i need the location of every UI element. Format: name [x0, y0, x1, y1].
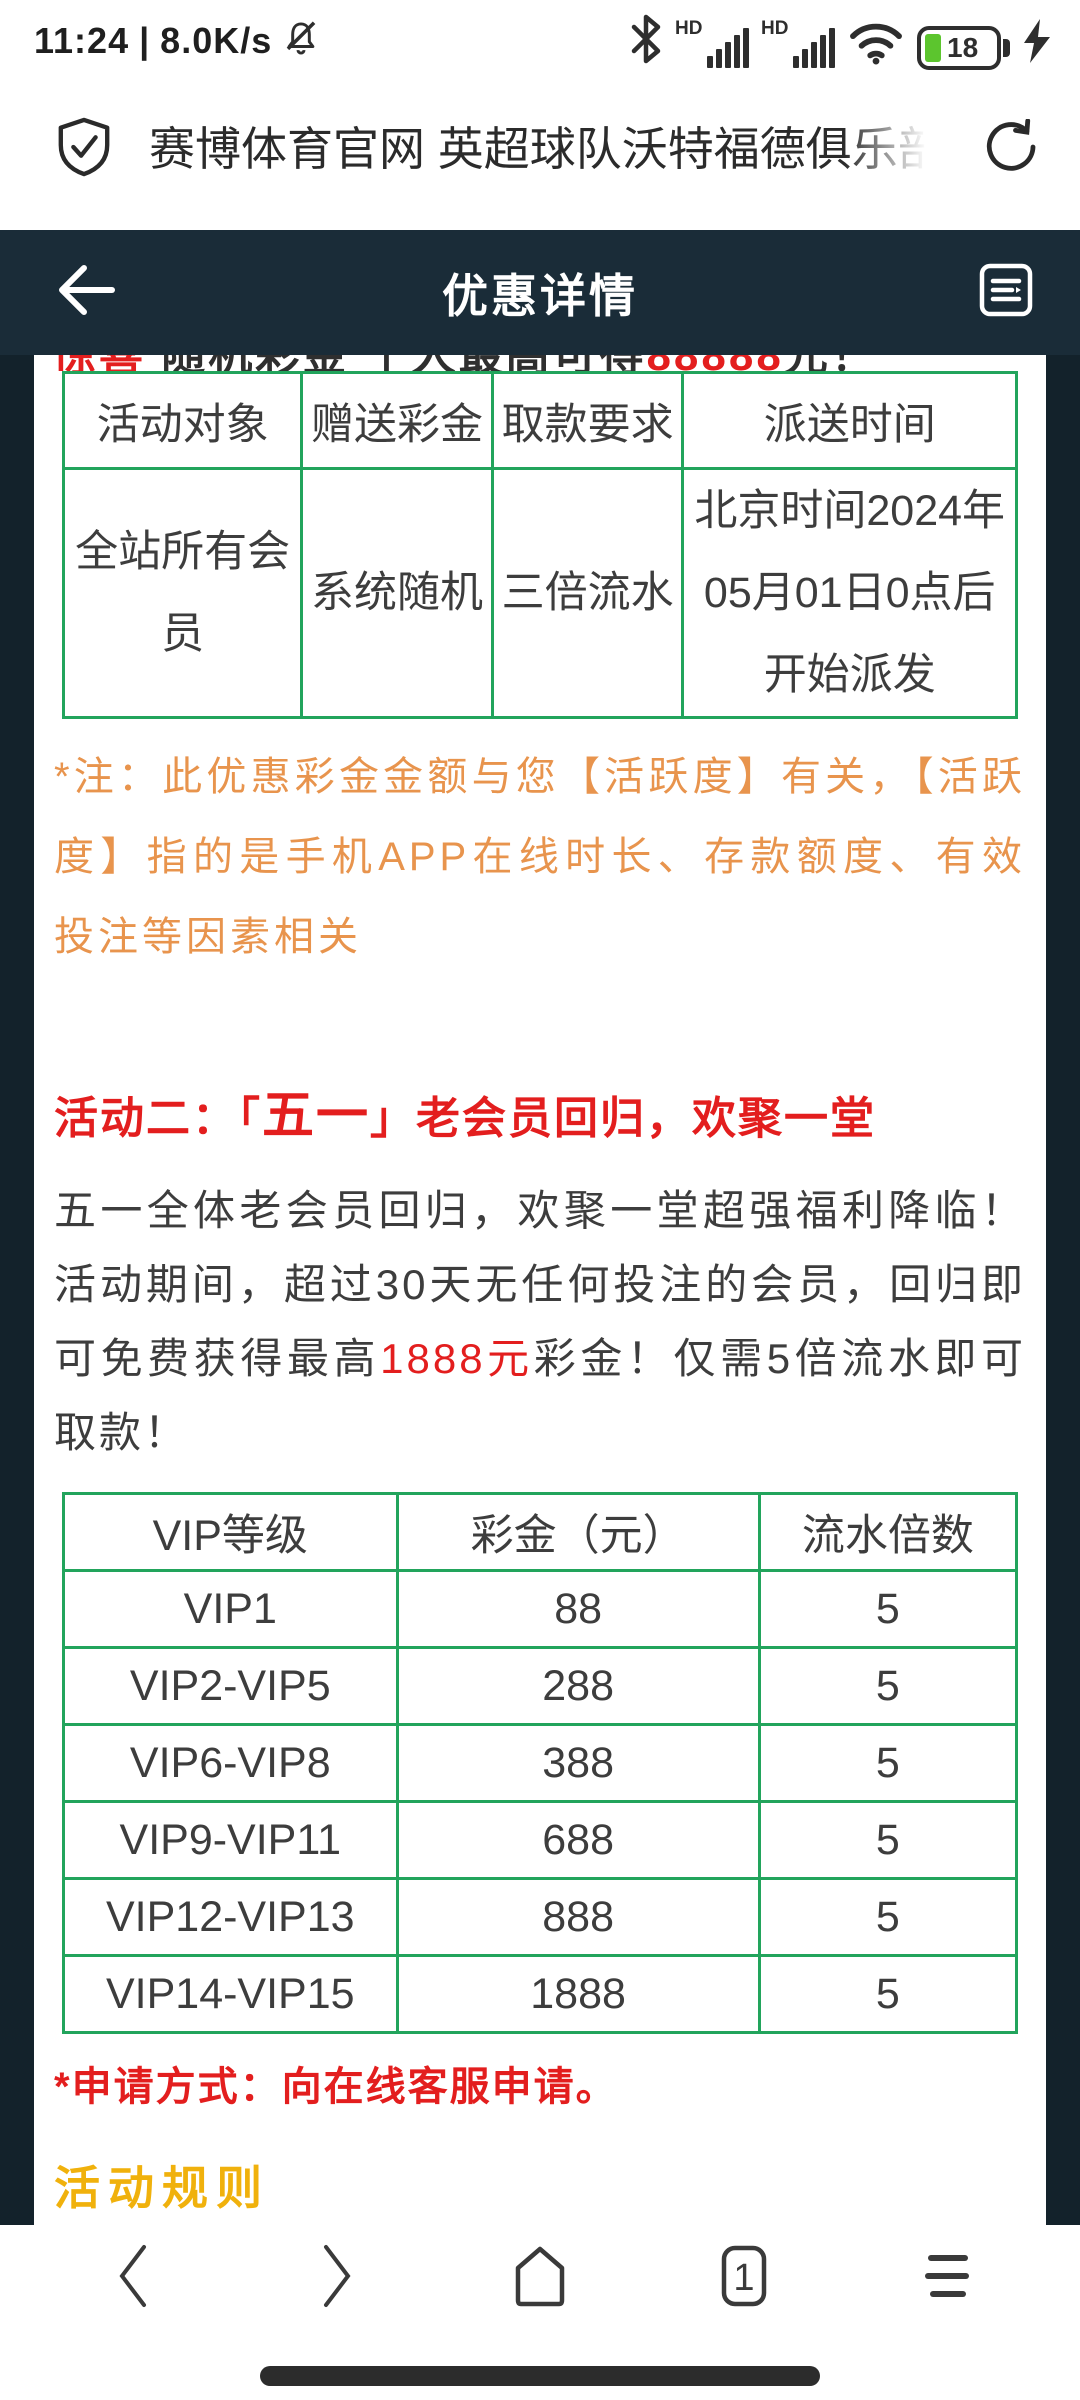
table-cell: 88 [395, 1569, 761, 1649]
site-security-shield-icon[interactable] [55, 116, 113, 183]
table-cell: VIP14-VIP15 [62, 1954, 399, 2034]
table-cell: 5 [757, 1646, 1019, 1726]
table-cell: 三倍流水 [490, 467, 685, 719]
table-cell: VIP9-VIP11 [62, 1800, 399, 1880]
table-row: 全站所有会员 系统随机 三倍流水 北京时间2024年05月01日0点后开始派发 [61, 467, 1018, 719]
battery-percent: 18 [947, 31, 979, 63]
table-header-cell: 取款要求 [490, 371, 685, 470]
status-bar: 11:24 | 8.0K/s HD [0, 0, 1080, 70]
activity2-heading: 活动二：「五一」老会员回归，欢聚一堂 [54, 1087, 877, 1145]
wifi-icon [847, 15, 905, 70]
clipped-promo-line: 惊喜 随机彩金 个人最高可得88888元！ [52, 355, 1028, 371]
table-cell: 北京时间2024年05月01日0点后开始派发 [681, 467, 1018, 719]
table-cell: 1888 [395, 1954, 761, 2034]
page-title: 赛博体育官网 英超球队沃特福德俱乐部官网 [149, 123, 954, 175]
refresh-button[interactable] [984, 117, 1040, 180]
table-header-cell: 赠送彩金 [300, 371, 494, 470]
table-cell: 888 [395, 1877, 761, 1957]
table-header-cell: VIP等级 [62, 1492, 399, 1572]
table-header-cell: 活动对象 [61, 371, 304, 470]
table-cell: VIP2-VIP5 [62, 1646, 399, 1726]
gesture-handle[interactable] [260, 2366, 820, 2386]
table-header-cell: 流水倍数 [757, 1492, 1019, 1572]
table-cell: 5 [757, 1723, 1019, 1803]
table-row: VIP6-VIP8 388 5 [62, 1723, 1019, 1803]
promo-page: 惊喜 随机彩金 个人最高可得88888元！ 活动对象 赠送彩金 取款要求 派送时… [34, 355, 1046, 2225]
battery-fill [925, 33, 941, 62]
table-row: VIP1 88 5 [62, 1569, 1019, 1649]
bluetooth-icon [629, 13, 663, 70]
app-header: 优惠详情 [0, 230, 1080, 355]
table-cell: 388 [395, 1723, 761, 1803]
activity2-paragraph: 五一全体老会员回归，欢聚一堂超强福利降临！活动期间，超过30天无任何投注的会员，… [54, 1187, 1026, 1456]
table-cell: 5 [757, 1877, 1019, 1957]
rules-heading: 活动规则 [54, 2162, 270, 2214]
table-row: VIP9-VIP11 688 5 [62, 1800, 1019, 1880]
charging-icon [1022, 17, 1052, 70]
clock: 11:24 [34, 20, 130, 61]
table-cell: VIP6-VIP8 [62, 1723, 399, 1803]
browser-bottom-toolbar: 1 [0, 2225, 1080, 2400]
table-cell: 系统随机 [300, 467, 494, 719]
network-speed: 8.0K/s [160, 20, 273, 61]
table-row: VIP2-VIP5 288 5 [62, 1646, 1019, 1726]
table-cell: 全站所有会员 [61, 467, 304, 719]
table-row: VIP14-VIP15 1888 5 [62, 1954, 1019, 2034]
activity1-table: 活动对象 赠送彩金 取款要求 派送时间 全站所有会员 系统随机 三倍流水 北京时… [61, 371, 1018, 719]
apply-method-line: *申请方式：向在线客服申请。 [54, 2065, 618, 2109]
table-header-cell: 彩金（元） [395, 1492, 761, 1572]
table-cell: 5 [757, 1800, 1019, 1880]
activity1-note: *注：此优惠彩金金额与您【活跃度】有关，【活跃度】指的是手机APP在线时长、存款… [54, 755, 1026, 959]
status-separator: | [139, 20, 151, 61]
signal-icon-sim1: HD [675, 18, 749, 70]
tabs-button[interactable]: 1 [711, 2243, 777, 2309]
header-detail-menu-button[interactable] [974, 258, 1038, 327]
back-button[interactable] [50, 257, 124, 328]
browser-address-bar[interactable]: 赛博体育官网 英超球队沃特福德俱乐部官网 [0, 68, 1080, 230]
header-title: 优惠详情 [442, 269, 638, 322]
nav-back-button[interactable] [100, 2243, 166, 2309]
menu-button[interactable] [914, 2243, 980, 2309]
table-cell: VIP12-VIP13 [62, 1877, 399, 1957]
page-scroll-area[interactable]: 惊喜 随机彩金 个人最高可得88888元！ 活动对象 赠送彩金 取款要求 派送时… [0, 355, 1080, 2225]
vip-bonus-table: VIP等级 彩金（元） 流水倍数 VIP1 88 5 VIP2-VIP5 288… [62, 1492, 1019, 2034]
battery-icon: 18 [917, 25, 1010, 70]
tab-count-label: 1 [733, 2257, 754, 2299]
signal-icon-sim2: HD [761, 18, 835, 70]
home-button[interactable] [507, 2243, 573, 2309]
table-cell: 5 [757, 1569, 1019, 1649]
table-row: VIP12-VIP13 888 5 [62, 1877, 1019, 1957]
table-cell: 688 [395, 1800, 761, 1880]
table-header-row: 活动对象 赠送彩金 取款要求 派送时间 [61, 371, 1018, 470]
table-cell: VIP1 [62, 1569, 399, 1649]
nav-forward-button[interactable] [304, 2243, 370, 2309]
table-cell: 288 [395, 1646, 761, 1726]
table-header-cell: 派送时间 [681, 371, 1018, 470]
table-cell: 5 [757, 1954, 1019, 2034]
table-header-row: VIP等级 彩金（元） 流水倍数 [62, 1492, 1019, 1572]
mute-icon [282, 18, 320, 65]
